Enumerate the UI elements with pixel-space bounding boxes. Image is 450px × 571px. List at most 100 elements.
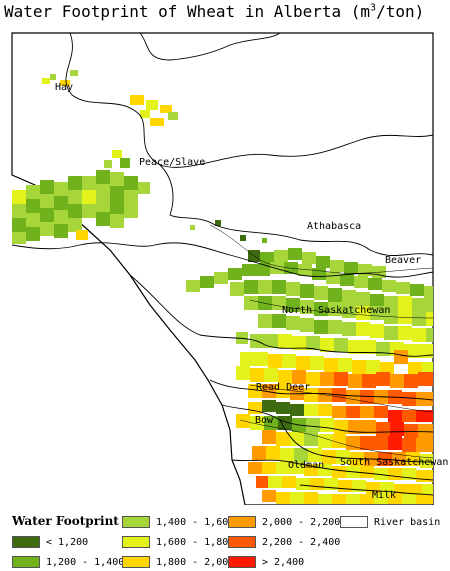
footprint-cell: [276, 432, 290, 446]
alberta-map: Hay Peace/Slave Athabasca Beaver North S…: [11, 32, 448, 505]
footprint-cell: [314, 320, 328, 334]
footprint-cell: [360, 436, 374, 450]
footprint-cell: [300, 318, 314, 332]
footprint-cell: [215, 220, 221, 226]
footprint-cell: [314, 302, 328, 316]
footprint-cell: [54, 210, 68, 224]
footprint-cell: [332, 466, 346, 478]
footprint-cell: [54, 196, 68, 210]
footprint-cell: [374, 406, 388, 418]
footprint-cell: [384, 326, 398, 340]
footprint-cell: [404, 374, 418, 388]
footprint-cell: [110, 186, 124, 200]
footprint-cell: [120, 158, 130, 168]
legend-item-1800-2000: 1,800 - 2,000: [122, 556, 234, 568]
footprint-cell: [160, 105, 172, 113]
footprint-cell: [264, 416, 278, 430]
footprint-cell: [258, 296, 272, 310]
footprint-cell: [40, 194, 54, 208]
footprint-cell: [96, 212, 110, 226]
footprint-cell: [264, 334, 278, 348]
legend: Water Footprint < 1,200 1,200 - 1,400 1,…: [0, 508, 450, 571]
footprint-cell: [314, 286, 328, 300]
footprint-cell: [138, 182, 150, 194]
footprint-cell: [104, 160, 112, 168]
footprint-cell: [318, 494, 332, 504]
footprint-cell: [96, 170, 110, 184]
footprint-cell: [342, 290, 356, 304]
footprint-cell: [268, 476, 282, 488]
footprint-cell: [276, 492, 290, 504]
footprint-cell: [82, 176, 96, 190]
footprint-cell: [332, 434, 346, 448]
footprint-cell: [390, 422, 404, 436]
footprint-cell: [324, 478, 338, 490]
footprint-cell: [342, 304, 356, 318]
footprint-cell: [318, 434, 332, 448]
legend-swatch: [12, 536, 40, 548]
footprint-cell: [12, 232, 26, 244]
footprint-cell: [96, 198, 110, 212]
footprint-cell: [82, 204, 96, 218]
footprint-cell: [412, 312, 426, 326]
footprint-cell: [336, 450, 350, 464]
footprint-cell: [346, 436, 360, 450]
footprint-cell: [356, 292, 370, 306]
footprint-cell: [258, 314, 272, 328]
footprint-cell: [310, 478, 324, 490]
footprint-cell: [256, 264, 270, 276]
footprint-cell: [82, 190, 96, 204]
legend-item-gt-2400: > 2,400: [228, 556, 304, 568]
footprint-cell: [388, 468, 402, 480]
river-basin-boundaries: [11, 32, 434, 496]
footprint-cell: [262, 400, 276, 412]
legend-item-river-basin: River basin: [340, 516, 440, 528]
label-athabasca: Athabasca: [307, 221, 361, 232]
footprint-cell: [70, 70, 78, 76]
footprint-cell: [50, 74, 56, 80]
footprint-cell: [240, 235, 246, 241]
rivers: [209, 224, 434, 459]
footprint-cell: [416, 410, 433, 422]
footprint-cell: [40, 208, 54, 222]
footprint-cell: [348, 374, 362, 388]
footprint-cell: [356, 322, 370, 336]
footprint-cell: [252, 446, 266, 460]
footprint-cell: [324, 358, 338, 372]
footprint-cell: [244, 296, 258, 310]
footprint-cell: [348, 340, 362, 354]
footprint-cell: [360, 466, 374, 478]
footprint-cell: [370, 324, 384, 338]
footprint-cell: [274, 250, 288, 262]
footprint-cell: [256, 476, 268, 488]
footprint-cell: [290, 404, 304, 416]
footprint-cell: [426, 328, 433, 342]
footprint-cell: [12, 204, 26, 218]
label-oldman: Oldman: [288, 460, 324, 471]
footprint-cell: [418, 424, 433, 438]
legend-swatch: [122, 516, 150, 528]
legend-swatch: [122, 536, 150, 548]
footprint-cell: [40, 180, 54, 194]
footprint-cell: [262, 238, 267, 243]
footprint-cell: [286, 316, 300, 330]
footprint-cell: [96, 184, 110, 198]
footprint-cell: [262, 430, 276, 444]
footprint-cell: [424, 286, 433, 298]
footprint-cell: [332, 406, 346, 418]
footprint-cell: [190, 225, 195, 230]
legend-item-2000-2200: 2,000 - 2,200: [228, 516, 340, 528]
footprint-cell: [278, 370, 292, 384]
footprint-cell: [200, 276, 214, 288]
footprint-cell: [348, 420, 362, 434]
map-title-text: Water Footprint of Wheat in Alberta (m: [4, 2, 371, 21]
footprint-cell: [306, 372, 320, 386]
footprint-cell: [272, 280, 286, 294]
footprint-cell: [248, 462, 262, 474]
footprint-cell: [370, 306, 384, 320]
footprint-cell: [412, 328, 426, 342]
footprint-cell: [316, 256, 330, 268]
footprint-cell: [398, 296, 412, 310]
footprint-cell: [42, 78, 50, 84]
footprint-cell: [276, 402, 290, 414]
